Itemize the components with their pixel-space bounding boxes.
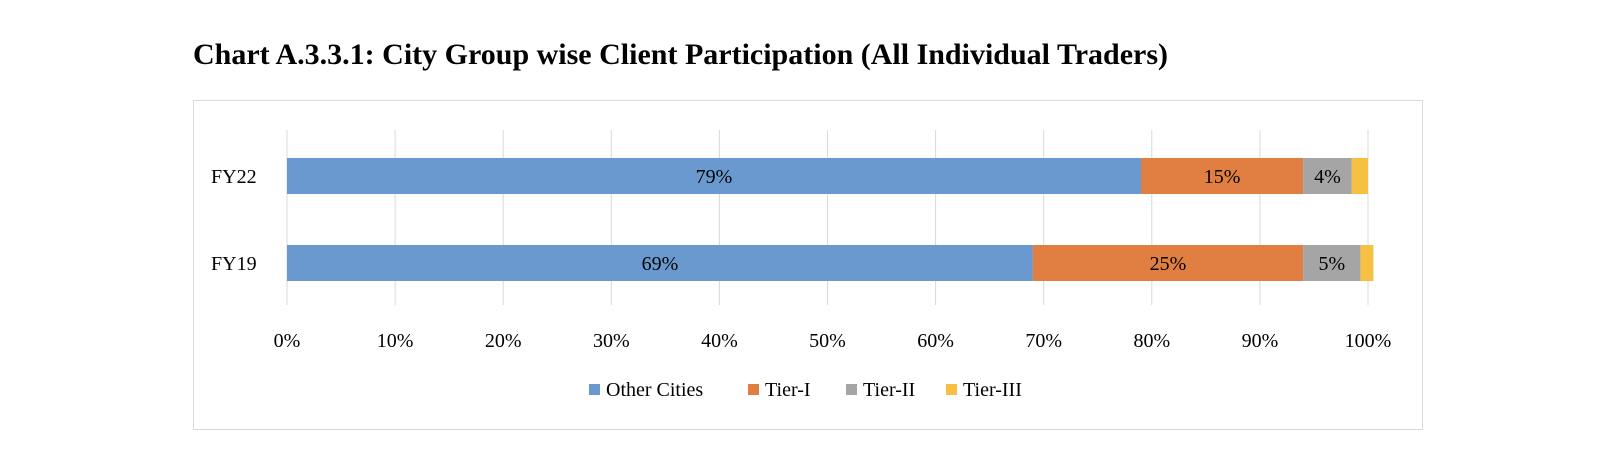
legend-label: Tier-I [765,379,811,401]
bar-segment [1360,245,1374,281]
data-label: 79% [696,166,733,188]
chart-title: Chart A.3.3.1: City Group wise Client Pa… [193,38,1169,71]
x-tick-label: 20% [485,330,522,352]
category-label: FY22 [211,166,257,188]
bar-segment [287,158,1141,194]
x-tick-label: 70% [1025,330,1062,352]
x-tick-label: 0% [274,330,301,352]
category-label: FY19 [211,253,257,275]
legend-label: Tier-III [963,379,1022,401]
bar-segment [1140,158,1304,194]
x-tick-label: 80% [1133,330,1170,352]
x-tick-labels: 0% 10% 20% 30% 40% 50% 60% 70% 80% 90% 100% [274,330,1392,352]
legend-swatch [946,384,957,395]
data-label: 15% [1204,166,1241,188]
bar-segment [287,245,1033,281]
category-labels: FY22 FY19 [211,166,257,275]
bar-segment [1303,158,1352,194]
bars: 79% 15% 4% 69% 25% 5% [287,158,1374,281]
legend-label: Tier-II [863,379,915,401]
x-tick-label: 30% [593,330,630,352]
data-label: 69% [642,253,679,275]
x-tick-label: 10% [377,330,414,352]
legend-swatch [748,384,759,395]
legend-swatch [846,384,857,395]
bar-segment [1032,245,1304,281]
x-tick-label: 90% [1242,330,1279,352]
bar-segment [1351,158,1368,194]
legend: Other Cities Tier-I Tier-II Tier-III [589,379,1022,401]
data-label: 5% [1318,253,1345,275]
data-label: 25% [1150,253,1187,275]
x-tick-label: 100% [1345,330,1392,352]
x-tick-label: 50% [809,330,846,352]
data-label: 4% [1314,166,1341,188]
x-tick-label: 60% [917,330,954,352]
bar-segment [1303,245,1361,281]
legend-swatch [589,384,600,395]
x-tick-label: 40% [701,330,738,352]
legend-label: Other Cities [606,379,703,401]
